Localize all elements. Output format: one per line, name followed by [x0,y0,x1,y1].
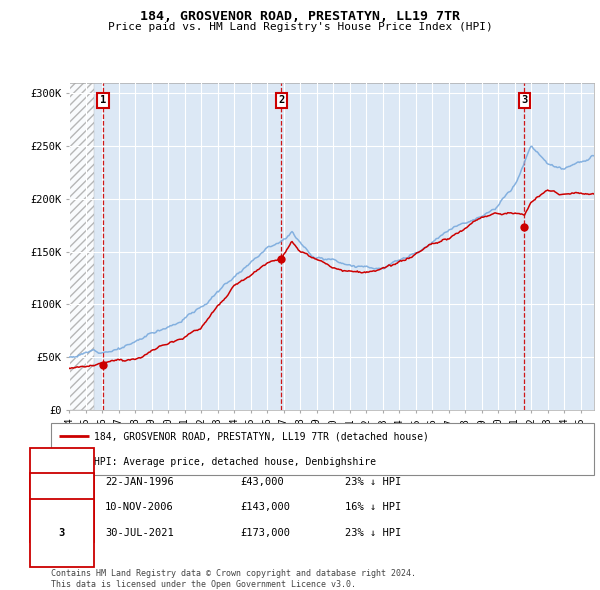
Text: 2: 2 [278,95,284,105]
Text: HPI: Average price, detached house, Denbighshire: HPI: Average price, detached house, Denb… [94,457,376,467]
FancyBboxPatch shape [51,423,594,475]
Text: 2: 2 [59,503,65,512]
Text: 184, GROSVENOR ROAD, PRESTATYN, LL19 7TR (detached house): 184, GROSVENOR ROAD, PRESTATYN, LL19 7TR… [94,431,430,441]
Text: 3: 3 [521,95,527,105]
Text: 1: 1 [59,477,65,487]
Text: This data is licensed under the Open Government Licence v3.0.: This data is licensed under the Open Gov… [51,579,356,589]
Text: 3: 3 [59,528,65,537]
Text: 22-JAN-1996: 22-JAN-1996 [105,477,174,487]
Bar [69,83,94,410]
Text: 184, GROSVENOR ROAD, PRESTATYN, LL19 7TR: 184, GROSVENOR ROAD, PRESTATYN, LL19 7TR [140,10,460,23]
Text: 23% ↓ HPI: 23% ↓ HPI [345,477,401,487]
Text: £43,000: £43,000 [240,477,284,487]
Text: £143,000: £143,000 [240,503,290,512]
Text: Price paid vs. HM Land Registry's House Price Index (HPI): Price paid vs. HM Land Registry's House … [107,22,493,32]
Text: Contains HM Land Registry data © Crown copyright and database right 2024.: Contains HM Land Registry data © Crown c… [51,569,416,578]
Text: 1: 1 [100,95,106,105]
Text: 23% ↓ HPI: 23% ↓ HPI [345,528,401,537]
Text: 10-NOV-2006: 10-NOV-2006 [105,503,174,512]
Text: 30-JUL-2021: 30-JUL-2021 [105,528,174,537]
Text: 16% ↓ HPI: 16% ↓ HPI [345,503,401,512]
Text: £173,000: £173,000 [240,528,290,537]
